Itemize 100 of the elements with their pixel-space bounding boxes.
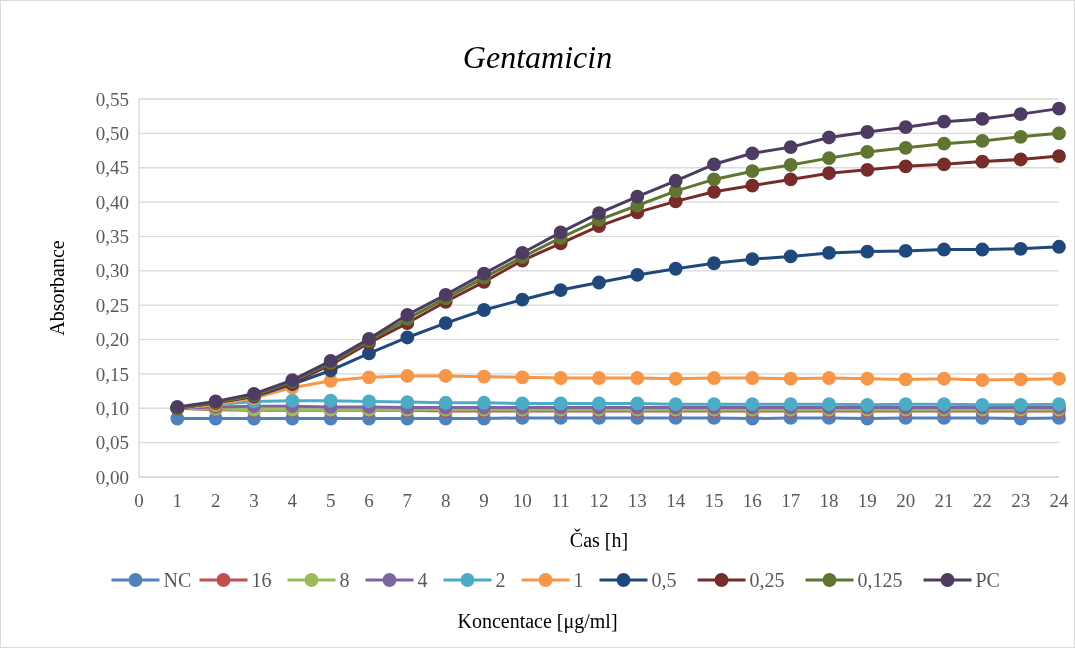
point [668,261,683,276]
point [898,159,913,174]
point [515,292,530,307]
point [438,316,453,330]
point [783,172,798,187]
x-tick-label: 14 [666,490,686,511]
point [477,395,491,410]
point [477,303,491,317]
point [822,151,836,165]
point [745,371,760,385]
point [592,371,606,385]
point [745,146,760,161]
legend-label: 4 [417,569,428,591]
point [1013,129,1028,144]
point [937,114,951,129]
y-tick-label: 0,35 [95,226,129,248]
point [400,330,415,345]
point [553,396,568,411]
point [553,225,568,240]
x-tick-label: 5 [325,490,336,511]
point [937,136,951,151]
point [400,307,415,322]
point [1052,101,1066,116]
point [860,145,875,159]
point [1052,371,1066,386]
point [707,172,721,187]
point [592,396,606,411]
x-tick-label: 24 [1049,490,1069,511]
point [1013,372,1028,387]
y-tick-label: 0,20 [95,329,129,351]
x-tick-label: 15 [704,490,724,511]
point [323,393,338,408]
point [822,130,836,145]
y-tick-label: 0,25 [95,294,129,316]
point [362,394,376,409]
point [937,157,951,172]
point [400,395,415,409]
point [860,162,875,177]
point [362,370,376,385]
legend-label: 0,5 [651,569,677,591]
legend-label: 8 [339,569,350,591]
point [898,372,913,387]
point [515,396,530,411]
point [898,243,913,258]
point [1052,126,1066,141]
x-tick-label: 10 [512,490,532,511]
x-tick-label: 18 [819,490,839,511]
x-tick-label: 12 [589,490,609,511]
point [860,371,875,386]
point [783,158,798,172]
y-tick-label: 0,55 [95,88,129,110]
chart-title: Gentamicin [462,39,613,75]
x-tick-label: 21 [934,490,954,511]
point [477,266,491,281]
x-tick-label: 16 [742,490,762,511]
legend-label: 0,125 [857,569,903,591]
point [592,275,606,290]
x-tick-label: 1 [172,490,183,511]
point [400,369,415,383]
y-tick-label: 0,05 [95,432,129,454]
point [1013,241,1028,256]
legend-label: 1 [573,569,584,591]
point [438,395,453,410]
y-tick-label: 0,15 [95,363,129,385]
x-tick-label: 23 [1011,490,1031,511]
point [438,369,453,383]
x-tick-label: 0 [134,490,144,511]
point [975,134,990,148]
legend-label: PC [975,569,1000,591]
y-tick-label: 0,50 [95,123,129,145]
y-tick-label: 0,10 [95,397,129,419]
point [553,371,568,385]
point [1052,149,1066,163]
point [822,371,836,385]
point [898,140,913,155]
point [592,206,606,220]
x-tick-label: 4 [287,490,298,511]
x-tick-label: 13 [627,490,647,511]
point [1013,107,1028,122]
point [898,120,913,135]
point [745,164,760,179]
x-tick-label: 3 [249,490,259,511]
x-tick-label: 9 [479,490,489,511]
point [860,244,875,259]
point [783,371,798,386]
y-tick-label: 0,45 [95,157,129,179]
point [975,154,990,169]
point [515,370,530,385]
point [937,242,951,257]
legend-label: 2 [495,569,506,591]
x-tick-label: 17 [781,490,801,511]
point [553,283,568,297]
point [707,371,721,385]
point [477,369,491,384]
point [745,252,760,267]
point [937,371,951,386]
point [438,287,453,302]
point [783,249,798,264]
x-tick-label: 8 [440,490,451,511]
x-tick-label: 20 [896,490,916,511]
